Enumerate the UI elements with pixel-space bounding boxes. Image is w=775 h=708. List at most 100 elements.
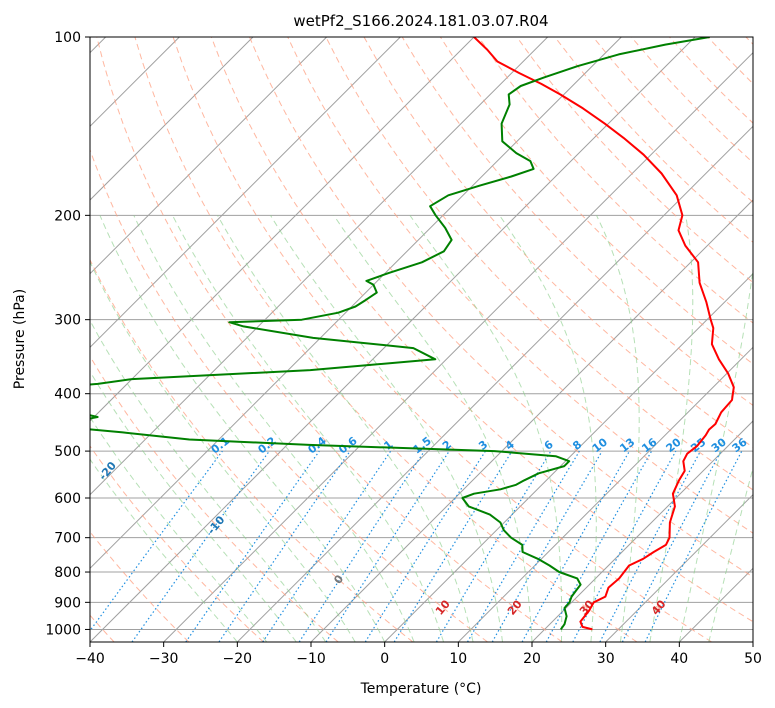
moist-adiabat xyxy=(172,215,445,642)
isotherm-line xyxy=(90,37,254,201)
mixing-ratio-line xyxy=(325,450,450,642)
isotherm-line xyxy=(90,37,475,422)
x-tick-label: −20 xyxy=(223,651,253,667)
dry-adiabat-label: 10 xyxy=(433,597,453,617)
moist-adiabat xyxy=(99,215,386,642)
dry-adiabat-label: 20 xyxy=(505,597,525,617)
x-axis-label: Temperature (°C) xyxy=(360,681,482,697)
y-tick-label: 1000 xyxy=(45,622,81,638)
x-tick-label: 40 xyxy=(670,651,688,667)
dry-adiabat xyxy=(592,37,753,203)
mixing-ratio-label: 0.2 xyxy=(255,434,278,456)
isotherm-line xyxy=(90,37,696,642)
isotherm-line xyxy=(163,51,753,642)
isotherm-line xyxy=(605,493,753,642)
dry-adiabat-label: 40 xyxy=(649,597,669,617)
y-tick-label: 200 xyxy=(54,208,81,224)
moist-adiabat xyxy=(499,215,597,642)
mixing-ratio-line xyxy=(599,450,702,642)
mixing-ratio-label: 8 xyxy=(570,438,584,453)
mixing-ratio-line xyxy=(393,450,513,642)
isotherm-line xyxy=(384,272,753,642)
y-tick-label: 600 xyxy=(54,491,81,507)
dry-adiabat xyxy=(210,37,753,623)
dry-adiabat xyxy=(325,37,753,491)
y-tick-label: 900 xyxy=(54,595,81,611)
x-tick-label: −10 xyxy=(296,651,326,667)
dry-adiabat xyxy=(249,37,753,578)
y-tick-label: 100 xyxy=(54,30,81,46)
dry-adiabat xyxy=(90,445,264,642)
x-tick-label: 20 xyxy=(523,651,541,667)
mixing-ratio-line xyxy=(298,450,425,642)
dry-adiabat xyxy=(90,148,488,642)
isotherm-line xyxy=(457,346,753,642)
dry-adiabat-label: 0 xyxy=(331,572,346,586)
dry-adiabat-label: -20 xyxy=(96,459,119,483)
isotherm-grid xyxy=(90,37,753,642)
mixing-ratio-line xyxy=(572,450,677,642)
mixing-ratio-lines xyxy=(90,450,743,642)
mixing-ratio-label: 0.1 xyxy=(209,434,232,456)
y-tick-label: 700 xyxy=(54,531,81,547)
x-axis-ticks: −40 −30 −20 −10 0 10 20 30 40 50 xyxy=(75,642,762,667)
plot-frame xyxy=(89,36,754,643)
mixing-ratio-label: 36 xyxy=(730,435,750,455)
dry-adiabat xyxy=(707,37,753,85)
dry-adiabat xyxy=(96,37,563,642)
dry-adiabat xyxy=(90,258,414,642)
y-tick-label: 400 xyxy=(54,387,81,403)
moist-adiabat xyxy=(678,265,753,642)
moist-adiabat xyxy=(90,458,238,642)
dry-adiabat xyxy=(745,37,753,45)
mixing-ratio-label: 30 xyxy=(709,435,729,455)
dry-adiabat xyxy=(90,355,339,642)
moist-adiabat xyxy=(90,416,268,642)
isotherm-line xyxy=(90,37,549,496)
chart-title: wetPf2_S166.2024.181.03.07.R04 xyxy=(293,12,548,31)
dry-adiabats xyxy=(90,37,753,642)
plot-area: 0.10.20.40.611.52346810131620253036-100-… xyxy=(1,37,753,642)
isotherm-line xyxy=(531,420,753,642)
dry-adiabat xyxy=(287,37,753,534)
moist-adiabat xyxy=(90,260,356,642)
mixing-ratio-line xyxy=(364,450,486,642)
x-tick-label: −40 xyxy=(75,651,105,667)
isotherm-line xyxy=(90,37,401,349)
y-tick-label: 500 xyxy=(54,444,81,460)
dry-adiabat xyxy=(554,37,753,243)
mixing-ratio-line xyxy=(185,450,320,642)
isotherm-line xyxy=(236,125,753,642)
dry-adiabat xyxy=(134,37,638,642)
mixing-ratio-line xyxy=(644,450,743,642)
mixing-ratio-line xyxy=(262,450,392,642)
x-tick-label: 0 xyxy=(380,651,389,667)
isotherm-line xyxy=(678,567,753,642)
dewpoint-profile xyxy=(90,37,710,630)
isotherm-line xyxy=(90,37,622,570)
moist-adiabat xyxy=(333,215,533,642)
sounding-profiles xyxy=(90,37,735,631)
dry-adiabat xyxy=(172,37,712,642)
mixing-ratio-line xyxy=(521,450,631,642)
y-tick-label: 800 xyxy=(54,565,81,581)
moist-adiabat xyxy=(596,215,640,642)
dry-adiabat xyxy=(90,531,190,642)
moist-adiabat xyxy=(649,215,694,642)
dry-adiabat-label: -30 xyxy=(1,405,24,429)
x-tick-label: 30 xyxy=(597,651,615,667)
isotherm-line xyxy=(752,641,753,642)
y-axis-ticks: 100 200 300 400 500 600 700 800 900 1000 xyxy=(45,30,90,638)
moist-adiabats xyxy=(90,215,753,642)
x-tick-label: 10 xyxy=(449,651,467,667)
isotherm-line xyxy=(310,199,753,642)
moist-adiabat xyxy=(217,215,474,642)
moist-adiabat xyxy=(90,370,297,642)
mixing-ratio-label: 1.5 xyxy=(411,434,434,456)
isobar-grid xyxy=(90,37,753,630)
moist-adiabat xyxy=(270,215,503,642)
moist-adiabat xyxy=(409,215,563,642)
mixing-ratio-line xyxy=(90,450,223,632)
mixing-ratio-label: 1 xyxy=(382,438,396,453)
